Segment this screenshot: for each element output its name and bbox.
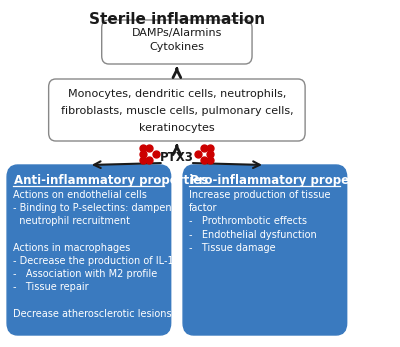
Text: Sterile inflammation: Sterile inflammation [89,12,265,27]
FancyBboxPatch shape [7,165,171,335]
Text: - Binding to P-selectins: dampen: - Binding to P-selectins: dampen [13,203,172,213]
Text: - Decrease the production of IL-1: - Decrease the production of IL-1 [13,256,174,266]
Text: Cytokines: Cytokines [150,42,204,52]
Text: Increase production of tissue: Increase production of tissue [189,190,331,200]
Text: -   Endothelial dysfunction: - Endothelial dysfunction [189,230,317,239]
Text: -   Tissue damage: - Tissue damage [189,243,276,253]
Text: -   Tissue repair: - Tissue repair [13,282,89,293]
Text: Monocytes, dendritic cells, neutrophils,: Monocytes, dendritic cells, neutrophils, [68,89,286,99]
Text: Pro-inflammatory properties: Pro-inflammatory properties [190,174,380,187]
Text: neutrophil recruitment: neutrophil recruitment [13,217,130,226]
Text: -   Association with M2 profile: - Association with M2 profile [13,269,158,279]
Text: Decrease atherosclerotic lesions: Decrease atherosclerotic lesions [13,309,172,319]
Text: -   Prothrombotic effects: - Prothrombotic effects [189,217,307,226]
Text: factor: factor [189,203,218,213]
Text: Anti-inflammatory properties: Anti-inflammatory properties [14,174,208,187]
Text: Actions on endothelial cells: Actions on endothelial cells [13,190,147,200]
Text: PTX3: PTX3 [160,151,194,163]
Text: keratinocytes: keratinocytes [139,123,215,133]
FancyBboxPatch shape [102,20,252,64]
FancyBboxPatch shape [183,165,347,335]
Text: DAMPs/Alarmins: DAMPs/Alarmins [132,28,222,38]
Text: fibroblasts, muscle cells, pulmonary cells,: fibroblasts, muscle cells, pulmonary cel… [60,106,293,116]
FancyBboxPatch shape [49,79,305,141]
Text: Actions in macrophages: Actions in macrophages [13,243,130,253]
